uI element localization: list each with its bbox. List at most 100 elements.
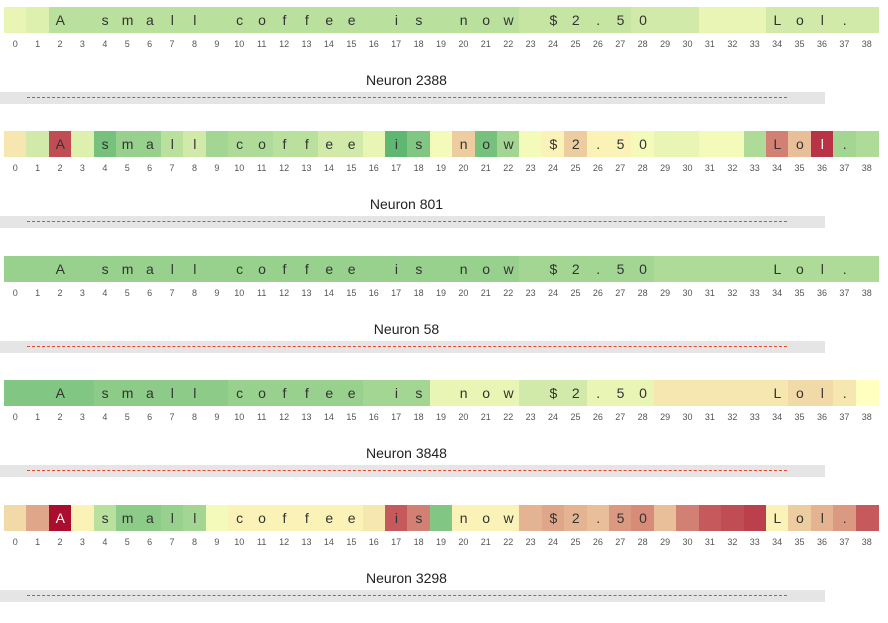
position-tick-label: 9 [214,163,220,173]
position-tick-label: 12 [279,39,290,49]
token-cell: m [116,256,140,282]
position-tick-label: 0 [12,412,18,422]
position-tick-label: 15 [346,537,357,547]
position-tick-label: 2 [57,163,63,173]
token-cell [653,505,677,531]
token-cell: l [160,131,184,157]
position-tick-label: 8 [191,163,197,173]
token-cell: i [384,7,408,33]
position-tick-label: 2 [57,39,63,49]
position-tick-label: 38 [861,412,872,422]
position-tick-label: 20 [458,537,469,547]
position-tick-label: 21 [480,288,491,298]
position-tick-label: 22 [503,163,514,173]
token-cell [4,7,27,33]
position-tick-label: 30 [682,39,693,49]
token-cell: A [48,505,72,531]
position-tick-label: 31 [704,39,715,49]
token-cell [362,7,386,33]
token-cell: w [497,505,521,531]
position-tick-label: 7 [169,537,175,547]
token-cell: 0 [631,505,655,531]
position-tick-label: 14 [323,412,334,422]
neuron-title: Neuron 2388 [366,72,447,88]
position-tick-label: 21 [480,412,491,422]
separator-bar [0,92,825,104]
token-cell [4,131,27,157]
position-tick-label: 10 [234,537,245,547]
token-cell: 2 [564,131,588,157]
token-cell [721,131,745,157]
position-tick-label: 6 [147,412,153,422]
position-tick-label: 35 [794,163,805,173]
token-cell: s [93,256,117,282]
token-cell: . [833,256,857,282]
token-cell: 0 [631,7,655,33]
token-cell: c [228,7,252,33]
token-cell: s [93,380,117,406]
position-tick-label: 27 [615,537,626,547]
token-cell: 5 [609,256,633,282]
position-tick-label: 3 [79,537,85,547]
token-cell: l [183,7,207,33]
position-tick-label: 31 [704,288,715,298]
token-cell [26,7,50,33]
position-tick-label: 11 [257,288,267,298]
position-tick-label: 11 [257,537,267,547]
position-tick-label: 19 [435,412,446,422]
position-tick-label: 13 [301,39,312,49]
token-cell [855,380,879,406]
position-tick-label: 4 [102,412,108,422]
position-tick-label: 4 [102,537,108,547]
position-tick-label: 16 [368,39,379,49]
position-tick-label: 11 [257,39,267,49]
token-cell: s [93,505,117,531]
token-cell: l [160,505,184,531]
position-tick-label: 5 [124,537,130,547]
token-cell: s [407,256,431,282]
token-cell: o [474,7,498,33]
separator-bar [0,590,825,602]
position-tick-label: 36 [816,412,827,422]
token-cell: L [765,131,789,157]
token-cell: A [48,380,72,406]
position-tick-label: 1 [35,39,41,49]
token-cell: . [833,7,857,33]
position-tick-label: 10 [234,39,245,49]
token-cell: o [474,505,498,531]
position-tick-label: 38 [861,39,872,49]
token-cell: f [295,256,319,282]
position-tick-label: 12 [279,412,290,422]
token-cell [676,505,700,531]
position-tick-label: 5 [124,163,130,173]
separator-dashed-line [27,470,787,471]
token-cell: o [788,505,812,531]
token-cell [721,256,745,282]
token-cell [855,505,879,531]
position-tick-label: 13 [301,163,312,173]
position-tick-label: 22 [503,288,514,298]
token-cell: 5 [609,505,633,531]
token-cell [429,505,453,531]
position-tick-label: 27 [615,39,626,49]
position-tick-label: 12 [279,537,290,547]
position-tick-label: 30 [682,288,693,298]
position-tick-label: 2 [57,537,63,547]
token-cell: a [138,131,162,157]
position-tick-label: 0 [12,537,18,547]
token-cell: o [474,256,498,282]
position-tick-label: 3 [79,412,85,422]
position-tick-label: 35 [794,537,805,547]
token-cell: l [183,505,207,531]
token-cell [653,380,677,406]
position-tick-label: 32 [727,163,738,173]
token-cell: e [340,505,364,531]
position-tick-label: 23 [525,537,536,547]
position-tick-label: 32 [727,39,738,49]
token-cell [362,380,386,406]
position-tick-label: 13 [301,288,312,298]
position-tick-label: 14 [323,288,334,298]
